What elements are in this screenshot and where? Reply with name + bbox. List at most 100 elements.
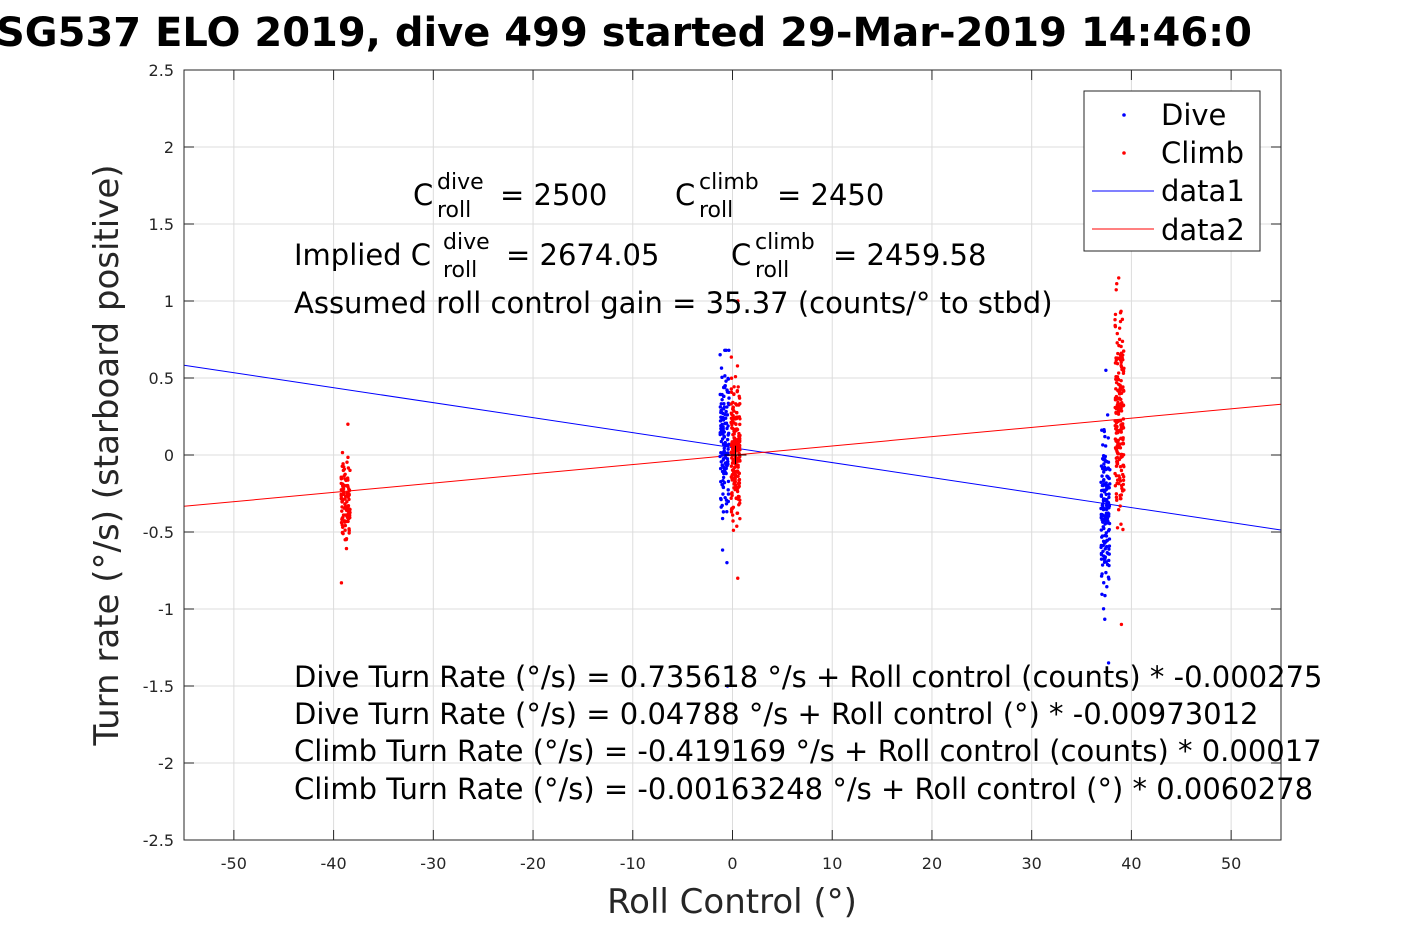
climb-point [729, 492, 734, 496]
dive-point [726, 424, 730, 428]
y-axis-label: Turn rate (°/s) (starboard positive) [87, 164, 127, 746]
dive-point [723, 470, 728, 475]
climb-point [345, 476, 350, 480]
climb-point [732, 436, 736, 440]
climb-point [1119, 452, 1123, 457]
climb-point [1114, 492, 1119, 496]
climb-point [1113, 312, 1118, 317]
climb-point [730, 423, 734, 427]
climb-point [1116, 438, 1120, 443]
climb-point [1114, 464, 1119, 468]
climb-point [345, 491, 349, 495]
dive-point [1101, 520, 1105, 524]
dive-point [722, 402, 726, 406]
climb-point [1119, 397, 1123, 402]
climb-point [1114, 377, 1119, 381]
climb-point [1113, 471, 1117, 476]
dive-point [1102, 526, 1106, 531]
climb-point [733, 374, 738, 379]
dive-point [723, 495, 727, 500]
dive-point [1102, 428, 1106, 432]
climb-point [737, 484, 741, 489]
climb-point [347, 487, 351, 491]
dive-point [724, 502, 729, 506]
dive-point [722, 480, 727, 485]
climb-point [729, 416, 734, 421]
implied-c-roll-annotation: Implied C dive roll = 2674.05 C climb ro… [294, 230, 986, 283]
climb-point [735, 364, 740, 368]
climb-point [1113, 323, 1117, 328]
climb-point [729, 510, 734, 514]
x-tick-label: 10 [822, 854, 842, 873]
dive-point [726, 431, 731, 436]
climb-point [1121, 426, 1126, 430]
climb-point [339, 581, 344, 585]
climb-point [343, 520, 347, 524]
implied-dive-value: = 2674.05 [506, 238, 659, 272]
dive-point [1103, 454, 1108, 459]
climb-point [729, 402, 733, 406]
dive-point [1106, 575, 1111, 579]
climb-point [345, 500, 349, 504]
climb-point [736, 576, 740, 580]
x-tick-label: -40 [321, 854, 347, 873]
climb-point [1119, 436, 1123, 441]
dive-point [725, 388, 729, 392]
climb-point [346, 516, 350, 521]
climb-point [734, 485, 739, 490]
climb-point [737, 394, 741, 399]
y-tick-label: 1 [164, 292, 174, 311]
dive-point [1104, 483, 1108, 488]
climb-point [1116, 405, 1120, 410]
climb-point [732, 392, 736, 396]
dive-point [1101, 607, 1106, 611]
y-tick-label: -2 [158, 754, 174, 773]
dive-point [1107, 521, 1112, 526]
climb-point [731, 414, 735, 418]
regression-equations: Dive Turn Rate (°/s) = 0.735618 °/s + Ro… [294, 660, 1322, 806]
dive-point [721, 492, 725, 496]
climb-point [1119, 360, 1123, 365]
climb-point [1121, 475, 1126, 479]
dive-point [725, 413, 730, 417]
dive-point [1102, 488, 1107, 493]
dive-point [1102, 581, 1106, 585]
climb-point [1113, 318, 1117, 322]
climb-point [738, 443, 742, 448]
dive-point [1104, 560, 1108, 564]
climb-point [737, 481, 741, 486]
dive-point [1100, 503, 1105, 508]
dive-point [719, 402, 723, 406]
climb-point [732, 385, 736, 389]
y-tick-label: 2 [164, 138, 174, 157]
dive-point [1103, 533, 1107, 538]
climb-point [738, 422, 742, 427]
climb-point [735, 511, 739, 515]
dive-point [1106, 460, 1111, 464]
climb-point [345, 460, 349, 464]
climb-point [346, 494, 350, 499]
climb-point [343, 494, 348, 498]
climb-point [731, 519, 735, 523]
dive-point [721, 485, 725, 489]
climb-point [341, 462, 345, 466]
dive-point [725, 437, 730, 442]
dive-point [718, 466, 723, 471]
climb-point [729, 411, 734, 415]
dive-point [1100, 563, 1105, 567]
dive-point [721, 458, 725, 462]
climb-point [1115, 281, 1119, 286]
dive-point [1107, 547, 1111, 551]
climb-point [1119, 483, 1124, 488]
dive-point [726, 492, 731, 496]
climb-point [736, 299, 740, 303]
dive-point [725, 457, 730, 461]
climb-point [1119, 378, 1123, 383]
x-tick-label: 40 [1121, 854, 1141, 873]
climb-point [1119, 468, 1124, 473]
dive-point [724, 498, 729, 502]
climb-point [1115, 341, 1119, 345]
dive-point [1107, 563, 1111, 568]
climb-point [1117, 337, 1122, 342]
x-tick-label: -10 [620, 854, 646, 873]
